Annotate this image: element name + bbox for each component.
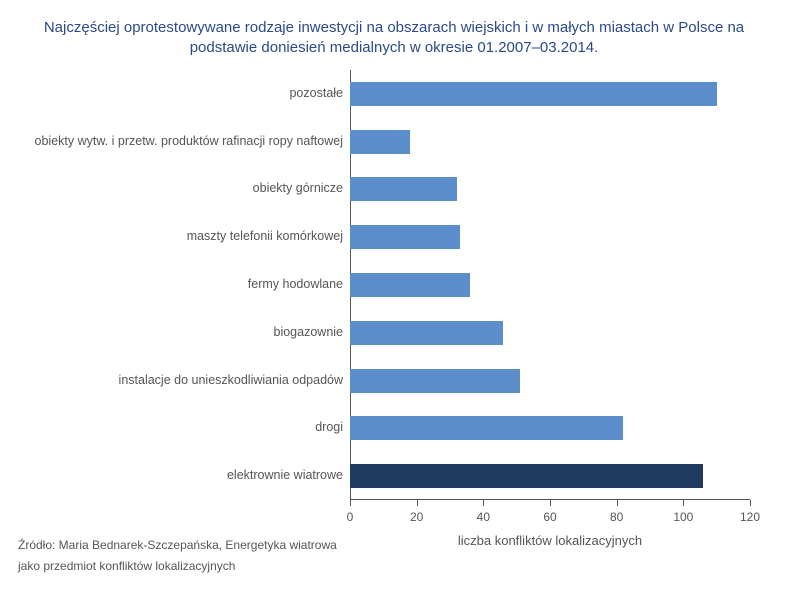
bar-row [350,130,410,154]
x-tick [350,500,351,506]
category-label: drogi [3,421,343,435]
bar-row [350,225,460,249]
bar-row [350,273,470,297]
bar [350,464,703,488]
x-tick-label: 60 [543,510,556,524]
category-label: instalacje do unieszkodliwiania odpadów [3,374,343,388]
x-tick-label: 40 [477,510,490,524]
bar [350,177,457,201]
x-tick-label: 0 [347,510,354,524]
source-line-1: Źródło: Maria Bednarek-Szczepańska, Ener… [18,535,337,555]
bar-row [350,464,703,488]
x-tick-label: 20 [410,510,423,524]
bar-row [350,369,520,393]
category-label: elektrownie wiatrowe [3,469,343,483]
category-label: obiekty górnicze [3,183,343,197]
plot-region: 020406080100120 liczba konfliktów lokali… [350,70,750,500]
category-label: biogazownie [3,326,343,340]
x-tick-label: 80 [610,510,623,524]
bar [350,82,717,106]
chart-title: Najczęściej oprotestowywane rodzaje inwe… [0,0,788,69]
bar [350,369,520,393]
bar [350,225,460,249]
x-tick [483,500,484,506]
category-label: fermy hodowlane [3,278,343,292]
category-label: pozostałe [3,87,343,101]
x-axis-label: liczba konfliktów lokalizacyjnych [458,533,642,548]
bar [350,416,623,440]
bar [350,321,503,345]
bar [350,130,410,154]
bar-row [350,82,717,106]
x-tick [550,500,551,506]
bar-row [350,177,457,201]
x-tick-label: 120 [740,510,760,524]
chart-source: Źródło: Maria Bednarek-Szczepańska, Ener… [18,535,337,576]
source-line-2: jako przedmiot konfliktów lokalizacyjnyc… [18,556,337,576]
x-tick [617,500,618,506]
chart-area: 020406080100120 liczba konfliktów lokali… [0,70,788,530]
x-tick [683,500,684,506]
category-label: maszty telefonii komórkowej [3,230,343,244]
bar [350,273,470,297]
category-label: obiekty wytw. i przetw. produktów rafina… [3,135,343,149]
x-tick [417,500,418,506]
bar-row [350,416,623,440]
x-tick-label: 100 [673,510,693,524]
x-tick [750,500,751,506]
bar-row [350,321,503,345]
